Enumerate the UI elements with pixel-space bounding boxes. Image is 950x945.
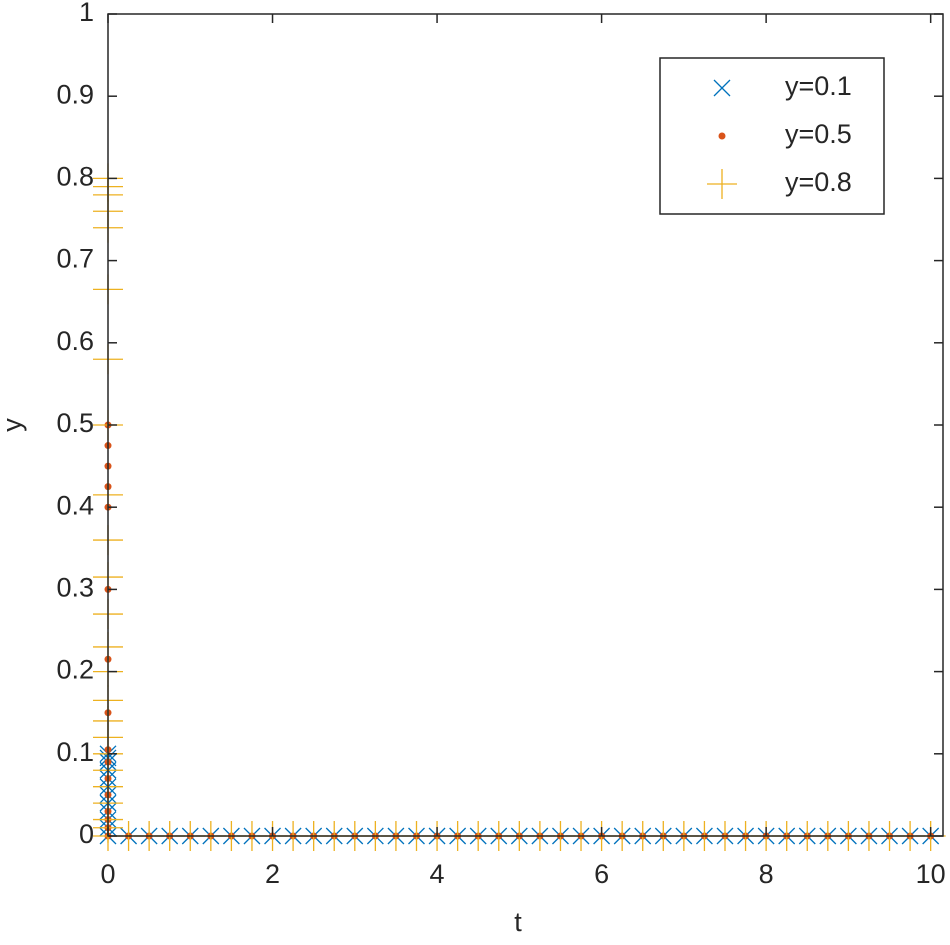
y-tick-label: 0 (79, 819, 94, 849)
x-tick-label: 10 (916, 859, 946, 889)
y-axis-label: y (0, 418, 27, 432)
series (104, 421, 935, 840)
y-tick-label: 0.8 (56, 162, 94, 192)
y-tick-label: 0.5 (56, 408, 94, 438)
y-tick-label: 1 (79, 0, 94, 27)
y-tick-label: 0.2 (56, 655, 94, 685)
y-tick-label: 0.4 (56, 490, 94, 520)
x-axis-label: t (514, 907, 522, 937)
legend-label: y=0.5 (785, 119, 852, 149)
legend-label: y=0.1 (785, 71, 852, 101)
y-tick-label: 0.1 (56, 737, 94, 767)
x-tick-label: 8 (759, 859, 774, 889)
legend-label: y=0.8 (785, 167, 852, 197)
x-tick-label: 0 (100, 859, 115, 889)
x-tick-label: 2 (265, 859, 280, 889)
legend-marker (713, 79, 731, 97)
y-tick-label: 0.7 (56, 244, 94, 274)
y-tick-label: 0.3 (56, 573, 94, 603)
x-tick-label: 6 (594, 859, 609, 889)
legend-marker (718, 132, 726, 140)
legend-box (659, 57, 885, 215)
x-tick-label: 4 (430, 859, 445, 889)
legend: y=0.1 y=0.5 y=0.8 (659, 57, 885, 215)
y-tick-label: 0.9 (56, 79, 94, 109)
legend-marker (707, 169, 737, 199)
y-tick-label: 0.6 (56, 326, 94, 356)
